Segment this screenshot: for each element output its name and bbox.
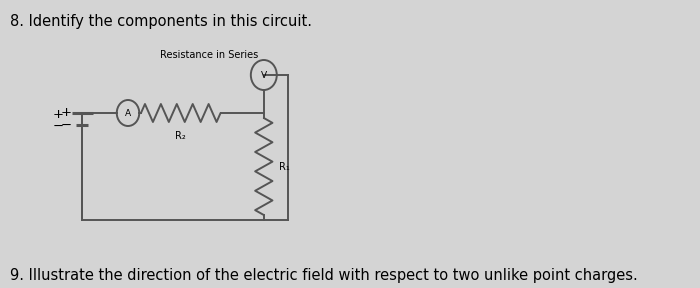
Text: Resistance in Series: Resistance in Series xyxy=(160,50,258,60)
Text: R₁: R₁ xyxy=(279,162,290,171)
Text: V: V xyxy=(260,71,267,79)
Text: +: + xyxy=(61,107,72,120)
Text: +: + xyxy=(52,107,64,120)
Text: A: A xyxy=(125,109,131,118)
Text: 8. Identify the components in this circuit.: 8. Identify the components in this circu… xyxy=(10,14,312,29)
Text: 9. Illustrate the direction of the electric field with respect to two unlike poi: 9. Illustrate the direction of the elect… xyxy=(10,268,638,283)
Text: R₂: R₂ xyxy=(176,131,186,141)
Text: −: − xyxy=(61,118,72,132)
Text: −: − xyxy=(52,120,64,132)
